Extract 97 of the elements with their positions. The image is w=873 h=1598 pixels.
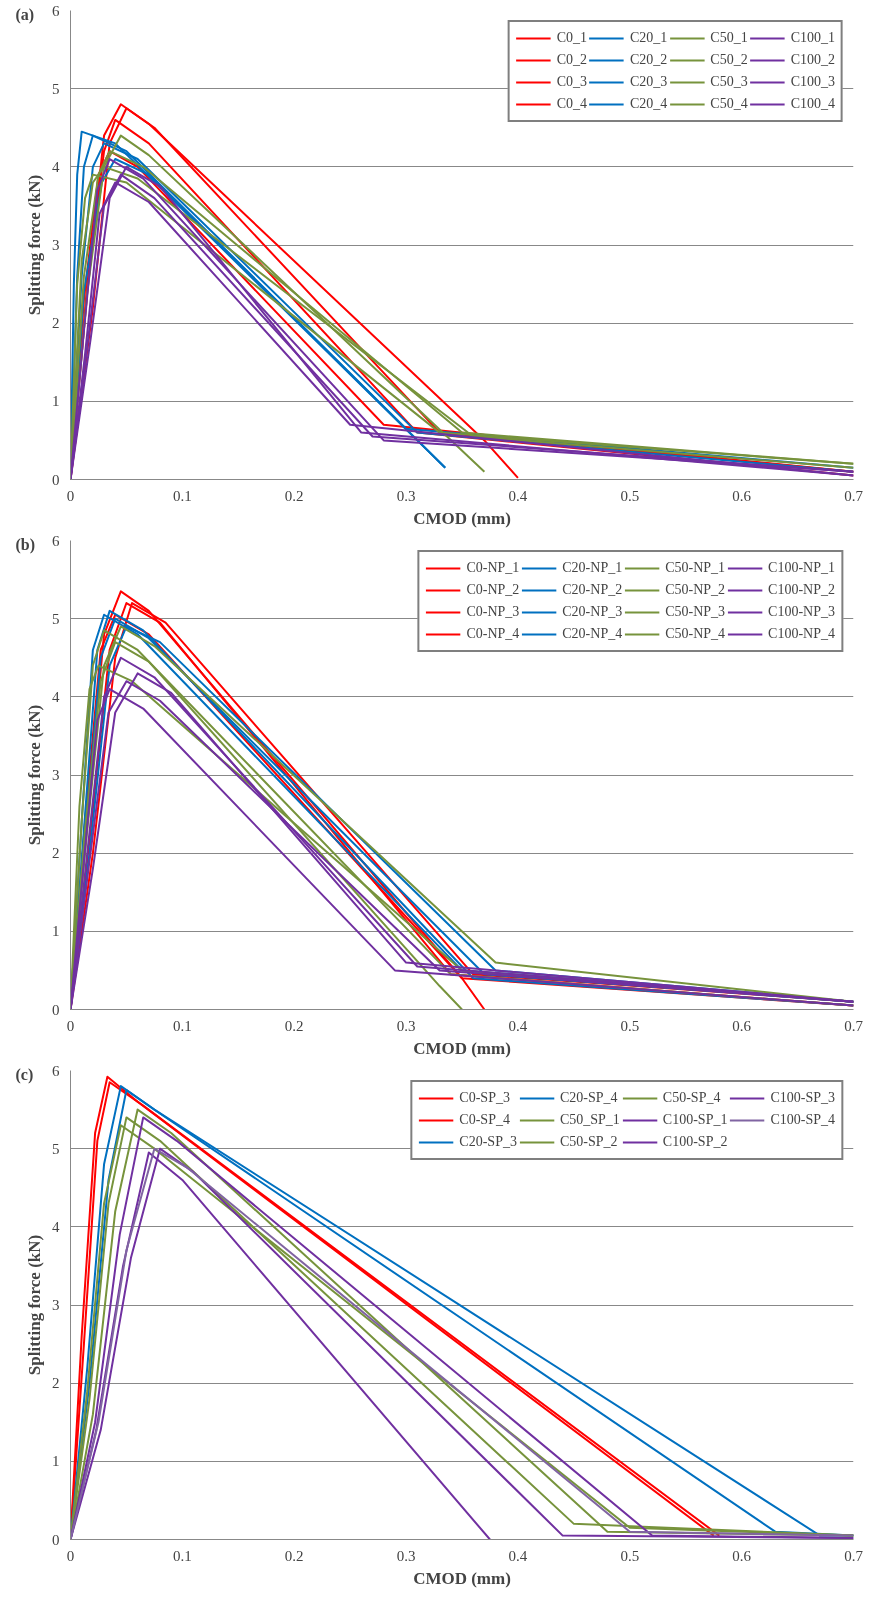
legend-label: C20-NP_2 bbox=[562, 582, 623, 598]
legend-label: C20-NP_3 bbox=[562, 604, 623, 620]
legend-label: C0-SP_4 bbox=[459, 1112, 510, 1128]
y-tick-label: 1 bbox=[52, 1453, 60, 1470]
x-tick-label: 0.6 bbox=[732, 487, 752, 504]
x-tick-label: 0.7 bbox=[844, 1017, 864, 1034]
legend-label: C100-SP_4 bbox=[770, 1112, 835, 1128]
legend-label: C100_3 bbox=[790, 74, 835, 90]
y-tick-label: 6 bbox=[52, 1062, 60, 1079]
legend-label: C20-NP_1 bbox=[562, 560, 623, 576]
x-tick-label: 0 bbox=[66, 487, 75, 504]
y-tick-label: 4 bbox=[52, 158, 60, 175]
legend-label: C100_1 bbox=[790, 30, 835, 46]
y-tick-label: 0 bbox=[52, 471, 60, 488]
x-tick-label: 0.2 bbox=[284, 1017, 304, 1034]
y-tick-label: 2 bbox=[52, 315, 60, 332]
legend-label: C50-NP_4 bbox=[665, 626, 726, 642]
x-tick-label: 0.5 bbox=[620, 1017, 640, 1034]
y-tick-label: 4 bbox=[52, 1218, 60, 1235]
legend-label: C0-NP_1 bbox=[466, 560, 520, 576]
chart-title: (b) bbox=[15, 535, 36, 554]
legend-label: C20-SP_4 bbox=[559, 1090, 618, 1106]
y-tick-label: 5 bbox=[52, 610, 60, 627]
y-tick-label: 1 bbox=[52, 923, 60, 940]
legend-label: C50-SP_2 bbox=[559, 1134, 618, 1150]
x-tick-label: 0 bbox=[66, 1017, 75, 1034]
y-tick-label: 0 bbox=[52, 1531, 60, 1548]
y-tick-label: 3 bbox=[52, 237, 60, 253]
legend-label: C50_3 bbox=[710, 74, 748, 90]
x-tick-label: 0.3 bbox=[396, 1017, 416, 1034]
x-tick-label: 0.5 bbox=[620, 1547, 640, 1564]
legend-label: C20_1 bbox=[629, 30, 668, 46]
legend-label: C50-SP_4 bbox=[662, 1090, 721, 1106]
legend-label: C100_4 bbox=[790, 96, 835, 112]
y-tick-label: 4 bbox=[52, 688, 60, 705]
x-axis-title: CMOD (mm) bbox=[413, 508, 511, 528]
legend-label: C100-NP_1 bbox=[768, 560, 835, 576]
y-tick-label: 3 bbox=[52, 767, 60, 783]
chart-title: (a) bbox=[15, 5, 35, 24]
legend-label: C0-NP_3 bbox=[466, 604, 520, 620]
x-tick-label: 0.5 bbox=[620, 487, 640, 504]
x-axis-title: CMOD (mm) bbox=[413, 1038, 511, 1058]
x-tick-label: 0.1 bbox=[172, 487, 192, 504]
legend-label: C20_3 bbox=[629, 74, 668, 90]
y-tick-label: 6 bbox=[52, 532, 60, 549]
legend-label: C100_2 bbox=[790, 52, 835, 68]
y-tick-label: 2 bbox=[52, 1375, 60, 1392]
legend-label: C100-NP_2 bbox=[768, 582, 835, 598]
x-tick-label: 0.2 bbox=[284, 1547, 304, 1564]
x-tick-label: 0.6 bbox=[732, 1017, 752, 1034]
legend-label: C0_1 bbox=[556, 30, 587, 46]
x-tick-label: 0.4 bbox=[508, 1547, 528, 1564]
y-axis-title: Splitting force (kN) bbox=[25, 704, 44, 846]
legend-label: C50_SP_1 bbox=[559, 1112, 620, 1128]
x-tick-label: 0.6 bbox=[732, 1547, 752, 1564]
x-tick-label: 0.1 bbox=[172, 1547, 192, 1564]
legend-label: C50_4 bbox=[710, 96, 748, 112]
x-tick-label: 0.4 bbox=[508, 487, 528, 504]
y-tick-label: 5 bbox=[52, 1140, 60, 1157]
y-axis-title: Splitting force (kN) bbox=[25, 174, 44, 316]
legend-label: C50-NP_2 bbox=[665, 582, 726, 598]
x-tick-label: 0.2 bbox=[284, 487, 304, 504]
legend-label: C0-SP_3 bbox=[459, 1090, 510, 1106]
x-tick-label: 0.1 bbox=[172, 1017, 192, 1034]
legend-label: C50_2 bbox=[710, 52, 748, 68]
legend-label: C20_4 bbox=[629, 96, 668, 112]
legend-label: C0_4 bbox=[556, 96, 587, 112]
x-tick-label: 0.7 bbox=[844, 487, 864, 504]
legend-label: C0_3 bbox=[556, 74, 587, 90]
legend-label: C100-SP_3 bbox=[770, 1090, 835, 1106]
legend-label: C0-NP_2 bbox=[466, 582, 520, 598]
legend-label: C0-NP_4 bbox=[466, 626, 520, 642]
legend-label: C50-NP_3 bbox=[665, 604, 726, 620]
legend-label: C100-NP_4 bbox=[768, 626, 835, 642]
x-tick-label: 0.7 bbox=[844, 1547, 864, 1564]
chart-title: (c) bbox=[15, 1065, 34, 1084]
legend-label: C100-SP_1 bbox=[662, 1112, 728, 1128]
legend-label: C20_2 bbox=[629, 52, 668, 68]
x-tick-label: 0.4 bbox=[508, 1017, 528, 1034]
legend-label: C0_2 bbox=[556, 52, 587, 68]
y-tick-label: 5 bbox=[52, 80, 60, 97]
legend-label: C100-NP_3 bbox=[768, 604, 835, 620]
x-tick-label: 0 bbox=[66, 1547, 75, 1564]
x-tick-label: 0.3 bbox=[396, 487, 416, 504]
legend-label: C20-SP_3 bbox=[459, 1134, 517, 1150]
legend-label: C50_1 bbox=[710, 30, 748, 46]
legend-label: C50-NP_1 bbox=[665, 560, 726, 576]
legend-label: C20-NP_4 bbox=[562, 626, 623, 642]
y-tick-label: 6 bbox=[52, 2, 60, 19]
x-tick-label: 0.3 bbox=[396, 1547, 416, 1564]
legend-label: C100-SP_2 bbox=[662, 1134, 728, 1150]
y-tick-label: 1 bbox=[52, 393, 60, 410]
y-axis-title: Splitting force (kN) bbox=[25, 1234, 44, 1376]
y-tick-label: 0 bbox=[52, 1001, 60, 1018]
y-tick-label: 2 bbox=[52, 845, 60, 862]
y-tick-label: 3 bbox=[52, 1297, 60, 1313]
x-axis-title: CMOD (mm) bbox=[413, 1568, 511, 1588]
